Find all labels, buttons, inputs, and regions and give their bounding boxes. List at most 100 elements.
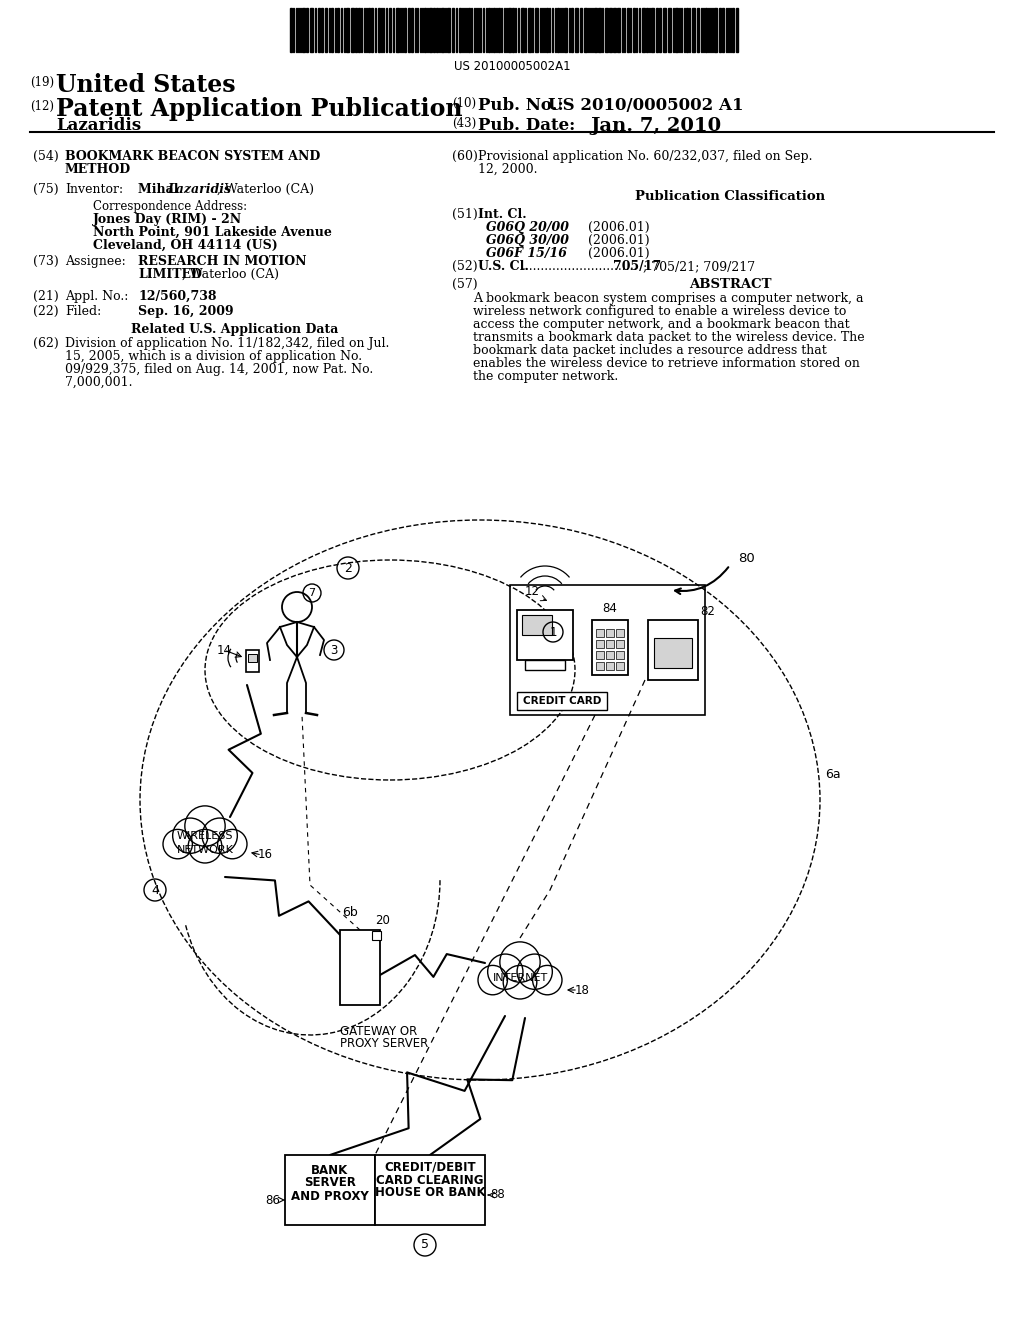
Text: Int. Cl.: Int. Cl.: [478, 209, 526, 220]
Text: Jan. 7, 2010: Jan. 7, 2010: [590, 117, 721, 135]
Bar: [508, 8, 511, 51]
Bar: [378, 8, 380, 51]
Text: Cleveland, OH 44114 (US): Cleveland, OH 44114 (US): [93, 239, 278, 252]
Text: (43): (43): [452, 117, 476, 129]
Text: 6a: 6a: [825, 768, 841, 781]
Bar: [452, 8, 454, 51]
Circle shape: [202, 818, 238, 853]
Bar: [525, 660, 565, 671]
Text: , Waterloo (CA): , Waterloo (CA): [182, 268, 279, 281]
Bar: [510, 585, 705, 715]
Bar: [411, 8, 413, 51]
Bar: [732, 8, 734, 51]
Text: 86: 86: [265, 1193, 280, 1206]
Bar: [675, 8, 678, 51]
Bar: [722, 8, 724, 51]
Text: transmits a bookmark data packet to the wireless device. The: transmits a bookmark data packet to the …: [473, 331, 864, 345]
Bar: [302, 8, 305, 51]
Bar: [375, 1155, 485, 1225]
Text: 4: 4: [152, 883, 159, 896]
Text: (57): (57): [452, 279, 477, 290]
Circle shape: [500, 942, 541, 982]
Bar: [351, 8, 354, 51]
Text: 18: 18: [575, 983, 590, 997]
Bar: [719, 8, 721, 51]
Text: Lazaridis: Lazaridis: [56, 117, 141, 135]
Bar: [521, 8, 524, 51]
Text: 1: 1: [549, 626, 557, 639]
Bar: [246, 649, 259, 672]
Circle shape: [218, 829, 247, 859]
Circle shape: [185, 807, 225, 846]
Text: (22): (22): [33, 305, 58, 318]
Text: the computer network.: the computer network.: [473, 370, 618, 383]
Text: 15, 2005, which is a division of application No.: 15, 2005, which is a division of applica…: [65, 350, 362, 363]
Bar: [310, 8, 313, 51]
Bar: [488, 8, 490, 51]
Text: US 20100005002A1: US 20100005002A1: [454, 59, 570, 73]
Text: (60): (60): [452, 150, 478, 162]
Text: NETWORK: NETWORK: [176, 845, 233, 855]
Bar: [358, 8, 360, 51]
Text: (12): (12): [30, 100, 54, 114]
Text: Mihal: Mihal: [138, 183, 183, 195]
Text: Assignee:: Assignee:: [65, 255, 126, 268]
Text: Publication Classification: Publication Classification: [635, 190, 825, 203]
Text: 5: 5: [421, 1238, 429, 1251]
Text: SERVER: SERVER: [304, 1176, 356, 1189]
Text: Inventor:: Inventor:: [65, 183, 123, 195]
Bar: [468, 8, 470, 51]
Text: (54): (54): [33, 150, 58, 162]
Bar: [459, 8, 461, 51]
Text: 88: 88: [490, 1188, 505, 1201]
Bar: [736, 8, 738, 51]
Bar: [594, 8, 597, 51]
Bar: [592, 620, 628, 675]
Text: (73): (73): [33, 255, 58, 268]
Bar: [517, 610, 573, 660]
Bar: [285, 1155, 375, 1225]
Text: United States: United States: [56, 73, 236, 96]
Text: (19): (19): [30, 77, 54, 88]
Text: GATEWAY OR: GATEWAY OR: [340, 1026, 417, 1038]
Bar: [321, 8, 323, 51]
Text: Correspondence Address:: Correspondence Address:: [93, 201, 247, 213]
Text: BANK: BANK: [311, 1163, 348, 1176]
Bar: [408, 8, 410, 51]
Bar: [642, 8, 645, 51]
Text: 6b: 6b: [342, 906, 357, 919]
Text: PROXY SERVER: PROXY SERVER: [340, 1038, 428, 1049]
Text: HOUSE OR BANK: HOUSE OR BANK: [375, 1187, 485, 1200]
Text: CREDIT/DEBIT: CREDIT/DEBIT: [384, 1160, 476, 1173]
Text: 12/560,738: 12/560,738: [138, 290, 216, 304]
Text: Provisional application No. 60/232,037, filed on Sep.: Provisional application No. 60/232,037, …: [478, 150, 812, 162]
Text: bookmark data packet includes a resource address that: bookmark data packet includes a resource…: [473, 345, 826, 356]
Bar: [575, 8, 578, 51]
Bar: [535, 8, 538, 51]
Text: 82: 82: [700, 605, 715, 618]
Text: 20: 20: [375, 913, 390, 927]
Bar: [522, 615, 552, 635]
Bar: [571, 8, 573, 51]
Bar: [389, 8, 391, 51]
Bar: [436, 8, 438, 51]
Bar: [371, 8, 373, 51]
Bar: [424, 8, 426, 51]
Text: (51): (51): [452, 209, 478, 220]
Bar: [705, 8, 707, 51]
Circle shape: [503, 965, 537, 999]
Bar: [346, 8, 349, 51]
Bar: [331, 8, 333, 51]
Text: LIMITED: LIMITED: [138, 268, 202, 281]
Bar: [697, 8, 699, 51]
Bar: [663, 8, 666, 51]
Text: Pub. No.:: Pub. No.:: [478, 96, 569, 114]
Bar: [659, 8, 662, 51]
Text: Division of application No. 11/182,342, filed on Jul.: Division of application No. 11/182,342, …: [65, 337, 389, 350]
Bar: [546, 8, 548, 51]
Text: (10): (10): [452, 96, 476, 110]
Text: enables the wireless device to retrieve information stored on: enables the wireless device to retrieve …: [473, 356, 860, 370]
Bar: [686, 8, 688, 51]
Bar: [596, 651, 604, 659]
Text: ABSTRACT: ABSTRACT: [689, 279, 771, 290]
